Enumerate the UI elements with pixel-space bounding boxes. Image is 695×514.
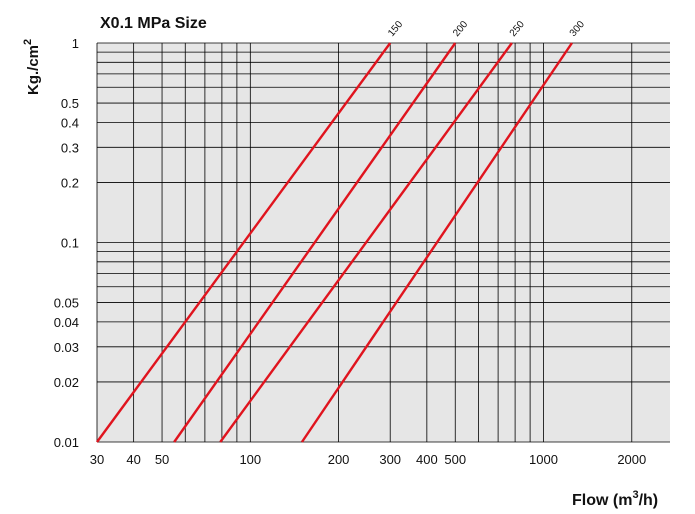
series-line-150 — [96, 42, 392, 443]
y-tick-label: 0.03 — [54, 340, 79, 355]
series-label-300: 300 — [568, 19, 587, 39]
y-tick-label: 0.02 — [54, 375, 79, 390]
y-tick-label: 0.2 — [61, 175, 79, 190]
y-tick-label: 0.3 — [61, 140, 79, 155]
y-tick-label: 0.01 — [54, 435, 79, 450]
x-tick-label: 400 — [416, 452, 438, 467]
series-label-200: 200 — [451, 19, 470, 39]
x-tick-label: 50 — [155, 452, 169, 467]
x-tick-label: 40 — [126, 452, 140, 467]
x-tick-label: 200 — [328, 452, 350, 467]
y-tick-label: 0.1 — [61, 236, 79, 251]
chart-title: X0.1 MPa Size — [100, 15, 207, 32]
series-label-150: 150 — [386, 19, 405, 39]
series-line-200 — [173, 42, 457, 443]
x-tick-label: 100 — [239, 452, 261, 467]
y-tick-label: 0.04 — [54, 315, 79, 330]
y-tick-label: 0.05 — [54, 296, 79, 311]
y-tick-label: 1 — [72, 36, 79, 51]
x-tick-label: 2000 — [617, 452, 646, 467]
tick-labels: 30 40 50 100 200 300 400 500 1000 2000 0.01 0.02 0.0… — [54, 36, 647, 467]
x-tick-label: 500 — [444, 452, 466, 467]
series-line-300 — [300, 42, 573, 443]
x-tick-label: 30 — [90, 452, 104, 467]
series-line-250 — [219, 42, 513, 443]
y-axis-label: Kg./cm2 — [22, 39, 42, 95]
series-label-250: 250 — [508, 19, 527, 39]
grid — [96, 42, 670, 443]
y-tick-label: 0.4 — [61, 115, 79, 130]
y-tick-label: 0.5 — [61, 96, 79, 111]
x-tick-label: 300 — [379, 452, 401, 467]
x-axis-label: Flow (m3/h) — [572, 489, 658, 509]
x-tick-label: 1000 — [529, 452, 558, 467]
